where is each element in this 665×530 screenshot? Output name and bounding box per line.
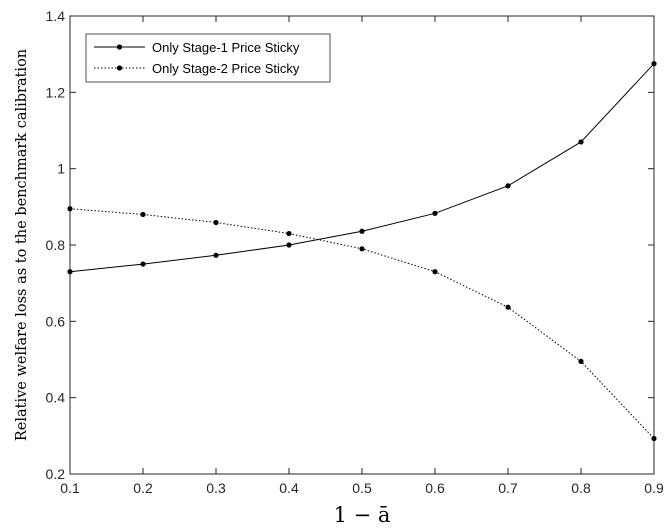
legend-box bbox=[85, 33, 331, 83]
data-point bbox=[213, 252, 219, 258]
series-1 bbox=[67, 61, 657, 275]
x-tick-label: 0.2 bbox=[133, 480, 153, 496]
y-tick-label: 0.2 bbox=[46, 466, 66, 482]
y-tick-label: 0.4 bbox=[46, 390, 66, 406]
data-point bbox=[578, 139, 584, 145]
y-tick-label: 0.6 bbox=[46, 313, 66, 329]
x-tick-label: 0.3 bbox=[206, 480, 226, 496]
data-point bbox=[505, 183, 511, 189]
x-tick-label: 0.1 bbox=[60, 480, 80, 496]
data-point bbox=[432, 269, 438, 275]
data-point bbox=[432, 210, 438, 216]
legend-item: Only Stage-1 Price Sticky bbox=[94, 40, 300, 55]
data-point bbox=[651, 61, 657, 67]
data-point bbox=[140, 211, 146, 218]
y-tick-label: 1 bbox=[57, 161, 65, 177]
data-point bbox=[286, 242, 292, 248]
legend: Only Stage-1 Price Sticky Only Stage-2 Pr… bbox=[85, 33, 331, 83]
data-point bbox=[286, 230, 292, 237]
x-axis-label: 1 − ā bbox=[334, 503, 391, 527]
y-tick-label: 0.8 bbox=[46, 237, 66, 253]
plot-area bbox=[69, 15, 655, 475]
x-tick-label: 0.7 bbox=[498, 480, 518, 496]
axis-ticks: 0.1 0.2 0.3 0.4 0.5 0.6 0.7 0.8 0.90.20.40.60.81… bbox=[46, 8, 664, 496]
data-point bbox=[651, 435, 657, 442]
x-tick-label: 0.9 bbox=[644, 480, 664, 496]
y-tick-label: 1.2 bbox=[46, 84, 66, 100]
data-point bbox=[140, 261, 146, 267]
legend-marker bbox=[116, 65, 123, 71]
legend-label: Only Stage-1 Price Sticky bbox=[152, 40, 300, 55]
x-tick-label: 0.5 bbox=[352, 480, 372, 496]
legend-item: Only Stage-2 Price Sticky bbox=[94, 61, 300, 76]
data-point bbox=[67, 269, 73, 275]
data-point bbox=[359, 246, 365, 252]
legend-marker bbox=[116, 44, 123, 50]
x-tick-label: 0.8 bbox=[571, 480, 591, 496]
x-tick-label: 0.4 bbox=[279, 480, 299, 496]
data-point bbox=[213, 219, 219, 226]
data-point bbox=[578, 358, 584, 365]
x-tick-label: 0.6 bbox=[425, 480, 445, 496]
data-point bbox=[359, 228, 365, 234]
series-2 bbox=[67, 206, 657, 442]
data-point bbox=[67, 206, 73, 212]
legend-label: Only Stage-2 Price Sticky bbox=[152, 61, 300, 76]
series-layer bbox=[67, 61, 657, 442]
data-point bbox=[505, 304, 511, 310]
y-tick-label: 1.4 bbox=[46, 8, 66, 24]
y-axis-label: Relative welfare loss as to the benchmar… bbox=[14, 49, 30, 441]
